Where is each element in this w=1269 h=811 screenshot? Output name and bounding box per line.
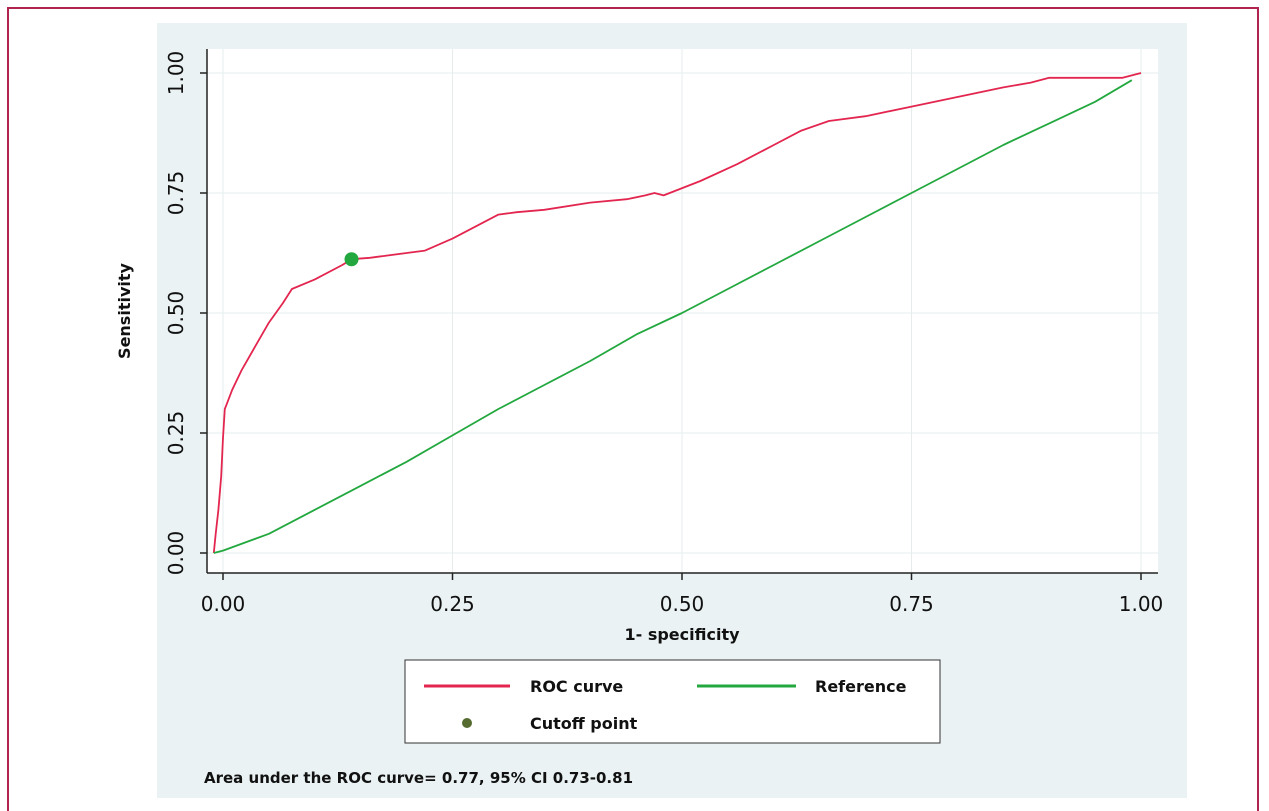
legend-reference-label: Reference — [815, 677, 907, 696]
x-tick-label-4: 1.00 — [1119, 592, 1164, 616]
y-axis-title: Sensitivity — [115, 262, 134, 358]
legend: ROC curve Reference Cutoff point — [404, 659, 941, 744]
y-tick-label-4: 1.00 — [164, 51, 188, 96]
axes: 0.00 0.25 0.50 0.75 1.00 0.00 0.25 0.50 0.75 1.00 — [164, 49, 1163, 616]
series-layer — [212, 72, 1142, 554]
figure-frame — [7, 7, 1259, 811]
reference-line — [213, 79, 1133, 554]
auc-note: Area under the ROC curve= 0.77, 95% CI 0… — [204, 769, 633, 787]
grid — [207, 49, 1158, 573]
x-tick-label-1: 0.25 — [430, 592, 475, 616]
x-tick-label-2: 0.50 — [660, 592, 705, 616]
y-tick-label-0: 0.00 — [164, 531, 188, 576]
legend-box — [404, 659, 941, 744]
cutoff-point — [344, 252, 359, 267]
y-tick-label-3: 0.75 — [164, 171, 188, 216]
x-axis-title: 1- specificity — [624, 625, 740, 644]
legend-roc-label: ROC curve — [530, 677, 623, 696]
roc-curve-line — [212, 72, 1142, 554]
x-tick-label-0: 0.00 — [201, 592, 246, 616]
y-tick-label-1: 0.25 — [164, 411, 188, 456]
x-tick-label-3: 0.75 — [889, 592, 934, 616]
legend-cutoff-label: Cutoff point — [530, 714, 638, 733]
legend-cutoff-swatch — [462, 718, 472, 728]
y-tick-label-2: 0.50 — [164, 291, 188, 336]
